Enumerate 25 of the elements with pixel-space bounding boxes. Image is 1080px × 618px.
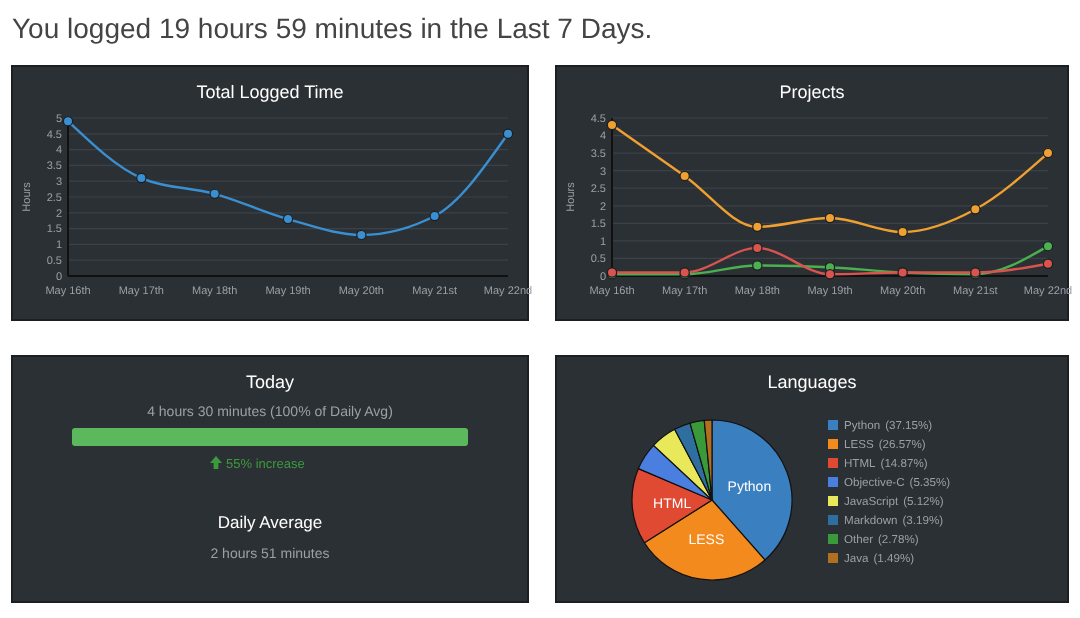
- chart-title: Projects: [779, 82, 846, 102]
- point: [970, 204, 981, 215]
- point: [62, 115, 74, 127]
- point: [209, 188, 220, 200]
- point: [752, 260, 763, 271]
- point: [606, 119, 618, 131]
- point: [679, 170, 690, 182]
- point: [897, 226, 908, 238]
- point: [752, 242, 763, 254]
- text: Today: [245, 372, 295, 392]
- point: [1042, 147, 1054, 159]
- point: [824, 212, 836, 224]
- point: [752, 221, 763, 233]
- chart-title: Languages: [767, 372, 858, 392]
- point: [356, 229, 367, 241]
- point: [1042, 258, 1054, 269]
- point: [502, 128, 514, 139]
- point: [282, 213, 294, 225]
- point: [1042, 240, 1054, 252]
- text: Daily Average: [217, 512, 323, 532]
- point: [824, 269, 836, 280]
- point: [136, 172, 147, 184]
- text: You logged 19 hours 59 minutes in the Last 7 Days.: [12, 12, 653, 44]
- point: [429, 210, 440, 222]
- chart-title: Total Logged Time: [196, 82, 344, 102]
